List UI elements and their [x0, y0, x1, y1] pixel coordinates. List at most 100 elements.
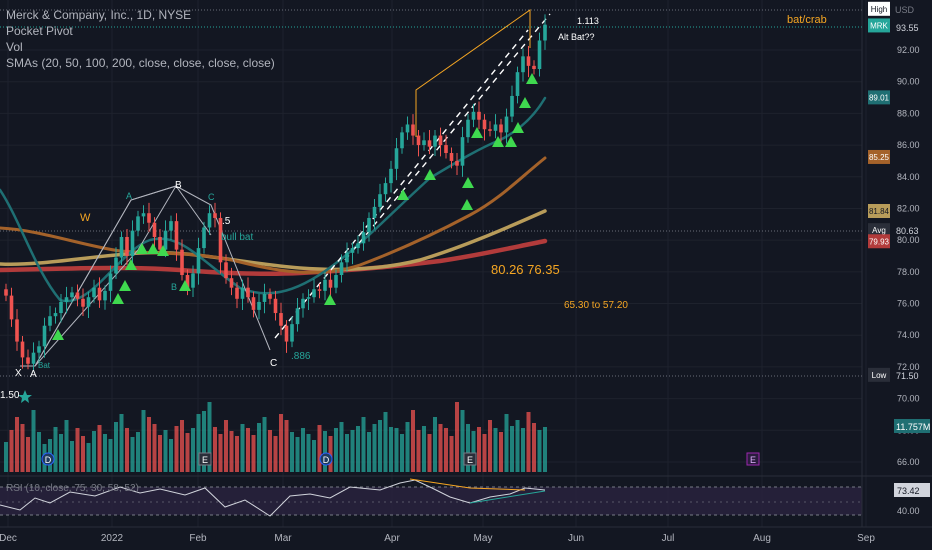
time-tick-label: Sep — [857, 533, 875, 544]
candle-body — [526, 56, 531, 66]
rsi-value: 73.42 — [897, 486, 920, 496]
volume-bar — [251, 435, 256, 472]
volume-bar — [26, 437, 30, 472]
volume-bar — [290, 432, 294, 472]
sma100-line — [0, 209, 547, 272]
candle-body — [433, 135, 437, 147]
candles — [4, 14, 547, 372]
volume-tag — [894, 419, 930, 433]
volume-bar — [196, 414, 201, 472]
candle-body — [279, 313, 283, 326]
volume-bar — [499, 432, 503, 472]
pocket-pivot-marker — [519, 97, 531, 108]
annotation-point5: .5 — [222, 216, 231, 227]
annotation-low-value: 1.50 — [0, 390, 20, 401]
price-axis[interactable]: 92.00 90.00 88.00 86.00 84.00 82.00 80.00 78.00… — [868, 1, 920, 516]
candle-body — [389, 168, 393, 184]
candle-body — [504, 116, 509, 133]
earnings-icon-2[interactable] — [463, 452, 477, 466]
dividend-icon-2-label: D — [323, 455, 330, 465]
pocket-pivot-marker — [119, 280, 131, 291]
volume-bar — [31, 410, 36, 472]
candle-body — [383, 183, 388, 195]
volume-bar — [59, 434, 63, 472]
candle-body — [345, 252, 349, 263]
volume-bar — [323, 431, 327, 472]
volume-bar — [510, 426, 514, 472]
volume-bar — [504, 414, 509, 472]
volume-bar — [350, 430, 355, 472]
mrk-price-value: 93.55 — [896, 23, 919, 33]
candle-body — [488, 129, 492, 131]
candle-body — [449, 153, 454, 161]
volume-bar — [174, 426, 179, 472]
candle-body — [130, 230, 135, 256]
candle-body — [53, 313, 58, 317]
event-markers: D E D E E — [18, 390, 760, 466]
annotation-c: C — [208, 192, 215, 202]
volume-bar — [9, 430, 14, 472]
pocket-pivot-marker — [112, 293, 124, 304]
volume-bar — [328, 436, 333, 472]
indicator-volume[interactable]: Vol — [6, 40, 23, 54]
price-tick-label: 78.00 — [897, 267, 920, 277]
side-value-tags: 93.55 80.63 71.50 11.757M 73.42 — [894, 23, 930, 497]
candle-body — [378, 194, 382, 207]
candle-body — [438, 135, 443, 146]
dividend-icon[interactable] — [41, 452, 55, 466]
candle-body — [75, 292, 80, 299]
volume-bar — [64, 420, 69, 472]
volume-bar — [141, 410, 146, 472]
time-tick-label: 2022 — [101, 533, 124, 544]
candle-body — [290, 324, 294, 342]
volume-bar — [482, 434, 487, 472]
volume-bar — [532, 423, 536, 472]
candle-body — [20, 341, 25, 358]
volume-bar — [229, 431, 234, 472]
candle-body — [141, 213, 146, 217]
volume-bar — [257, 423, 261, 472]
time-axis[interactable]: Dec 2022 Feb Mar Apr May Jun Jul Aug Sep — [0, 533, 875, 544]
candle-body — [317, 289, 322, 291]
earnings-icon[interactable] — [198, 452, 212, 466]
candle-body — [59, 301, 63, 314]
candle-body — [361, 232, 366, 244]
candle-body — [339, 262, 344, 276]
candle-body — [31, 352, 36, 364]
volume-bar — [378, 420, 382, 472]
volume-bar — [147, 417, 151, 472]
candle-body — [224, 262, 228, 279]
candle-body — [284, 325, 289, 342]
candle-body — [15, 319, 19, 342]
price-tick-label: 66.00 — [897, 457, 920, 467]
sma50-tag-badge — [868, 149, 890, 164]
pocket-pivot-marker — [136, 243, 148, 254]
volume-bar — [279, 414, 283, 472]
volume-bar — [471, 431, 476, 472]
rsi-pane — [0, 478, 546, 517]
indicator-rsi[interactable]: RSI (10, close, 75, 30, 58, 52) — [6, 483, 139, 494]
price-tick-label: 80.00 — [897, 235, 920, 245]
volume-bar — [158, 435, 162, 472]
pocket-pivot-marker — [125, 259, 137, 270]
earnings-icon-future[interactable] — [746, 452, 760, 466]
price-tick-label: 90.00 — [897, 77, 920, 87]
candle-body — [257, 301, 261, 310]
candle-body — [312, 289, 316, 298]
earnings-icon-2-label: E — [467, 455, 473, 465]
candle-body — [416, 135, 421, 146]
indicator-smas[interactable]: SMAs (20, 50, 100, 200, close, close, cl… — [6, 56, 275, 70]
time-tick-label: Aug — [753, 533, 771, 544]
candle-body — [521, 56, 525, 73]
indicator-pocket-pivot[interactable]: Pocket Pivot — [6, 24, 73, 38]
candle-body — [169, 221, 173, 231]
volume-bar — [455, 402, 459, 472]
dividend-icon-2[interactable] — [319, 452, 333, 466]
time-tick-label: Apr — [384, 533, 400, 544]
volume-bar — [515, 420, 520, 472]
candle-body — [180, 249, 184, 276]
volume-bar — [202, 411, 206, 472]
volume-bar — [4, 442, 8, 472]
rsi-line — [0, 479, 546, 517]
